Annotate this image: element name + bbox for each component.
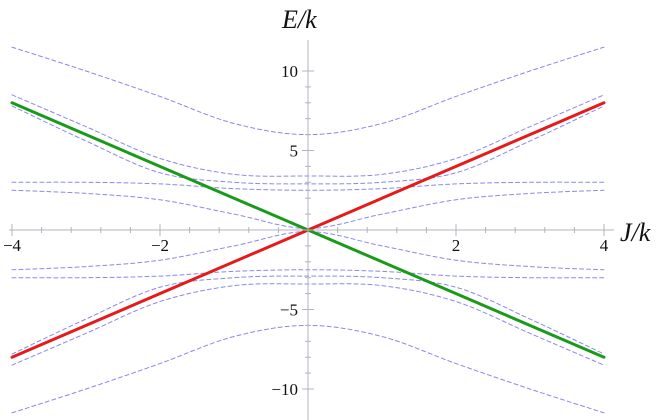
y-tick-label-1: −5 <box>280 301 298 320</box>
x-tick-label-0: −4 <box>3 236 22 255</box>
x-tick-label-2: 2 <box>452 236 461 255</box>
y-axis-title: E/k <box>281 5 317 34</box>
axes-layer <box>9 40 614 420</box>
x-tick-label-1: −2 <box>151 236 169 255</box>
y-tick-label-2: 5 <box>290 142 299 161</box>
x-axis-title: J/k <box>620 218 651 247</box>
y-tick-label-3: 10 <box>281 62 298 81</box>
y-tick-label-0: −10 <box>271 380 298 399</box>
labels-layer: −4 −2 2 4 −10 −5 5 10 <box>3 62 609 399</box>
x-tick-label-3: 4 <box>600 236 609 255</box>
